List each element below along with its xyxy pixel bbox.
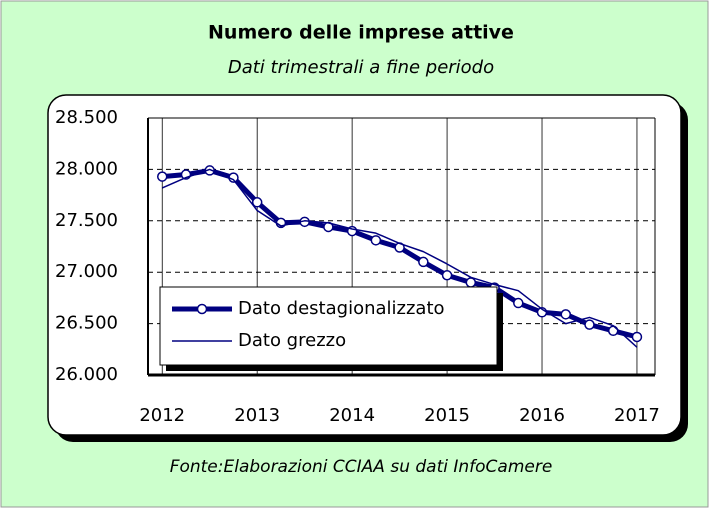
source: Fonte:Elaborazioni CCIAA su dati InfoCam…: [170, 457, 553, 477]
x-tick-label: 2012: [139, 405, 185, 426]
x-tick-label: 2016: [519, 405, 565, 426]
x-tick-label: 2013: [234, 405, 280, 426]
legend-marker: [196, 303, 208, 315]
data-point: [465, 277, 477, 288]
chart-subtitle: Dati trimestrali a fine periodo: [228, 57, 494, 78]
data-point: [418, 256, 429, 268]
data-point: [631, 331, 643, 343]
data-point: [560, 309, 572, 320]
legend-label: Dato destagionalizzato: [238, 298, 445, 319]
data-point: [584, 319, 595, 330]
plot-panel: [47, 94, 682, 436]
y-tick-label: 27.500: [55, 210, 118, 231]
y-tick-label: 28.000: [55, 158, 118, 179]
y-tick-label: 28.500: [55, 107, 118, 128]
x-tick-label: 2014: [329, 405, 375, 426]
data-point: [156, 171, 168, 182]
data-point: [251, 197, 263, 208]
y-tick-label: 26.000: [55, 364, 118, 385]
data-point: [513, 297, 524, 309]
series-line: [161, 168, 638, 348]
data-point: [370, 235, 382, 246]
data-point: [441, 270, 453, 281]
y-tick-label: 26.500: [55, 313, 118, 334]
x-tick-label: 2015: [424, 405, 470, 426]
legend-label: Dato grezzo: [238, 330, 346, 351]
legend: [159, 286, 498, 366]
chart-title: Numero delle imprese attive: [208, 22, 514, 44]
x-tick-label: 2017: [614, 405, 660, 426]
y-tick-label: 27.000: [55, 261, 118, 282]
